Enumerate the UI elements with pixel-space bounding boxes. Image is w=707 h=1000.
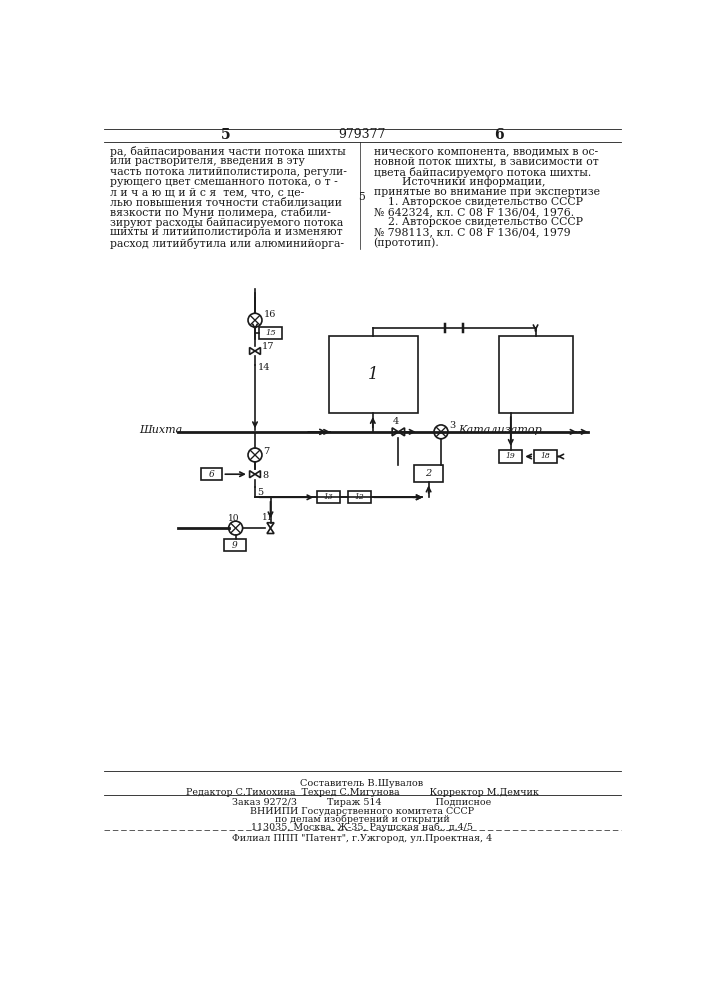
- Text: 6: 6: [494, 128, 504, 142]
- Text: нического компонента, вводимых в ос-: нического компонента, вводимых в ос-: [373, 146, 597, 156]
- Text: 11: 11: [262, 513, 274, 522]
- Text: 6: 6: [209, 470, 214, 479]
- Text: 8: 8: [262, 471, 268, 480]
- Text: или растворителя, введения в эту: или растворителя, введения в эту: [110, 156, 305, 166]
- Text: Шихта: Шихта: [139, 425, 182, 435]
- Text: 979377: 979377: [338, 128, 385, 141]
- Text: рующего цвет смешанного потока, о т -: рующего цвет смешанного потока, о т -: [110, 177, 338, 187]
- Bar: [317, 491, 340, 503]
- Text: Катализатор: Катализатор: [458, 425, 542, 435]
- Text: 3: 3: [450, 421, 456, 430]
- Text: 13: 13: [324, 493, 334, 501]
- Bar: [414, 465, 443, 482]
- Text: 2. Авторское свидетельство СССР: 2. Авторское свидетельство СССР: [373, 217, 583, 227]
- Text: вязкости по Муни полимера, стабили-: вязкости по Муни полимера, стабили-: [110, 207, 331, 218]
- Bar: [534, 450, 557, 463]
- Text: 5: 5: [257, 488, 264, 497]
- Text: 4: 4: [393, 417, 399, 426]
- Text: 113035, Москва, Ж-35, Раушская наб., д.4/5: 113035, Москва, Ж-35, Раушская наб., д.4…: [251, 822, 473, 832]
- Bar: [259, 327, 282, 339]
- Text: новной поток шихты, в зависимости от: новной поток шихты, в зависимости от: [373, 156, 598, 166]
- Text: Филиал ППП "Патент", г.Ужгород, ул.Проектная, 4: Филиал ППП "Патент", г.Ужгород, ул.Проек…: [232, 834, 492, 843]
- Text: 12: 12: [355, 493, 365, 501]
- Text: Составитель В.Шувалов: Составитель В.Шувалов: [300, 779, 423, 788]
- Text: зируют расходы байпасируемого потока: зируют расходы байпасируемого потока: [110, 217, 344, 228]
- Text: 16: 16: [264, 310, 276, 319]
- Text: 17: 17: [262, 342, 274, 351]
- Text: Источники информации,: Источники информации,: [373, 177, 545, 187]
- Text: 10: 10: [228, 514, 239, 523]
- Bar: [329, 336, 418, 413]
- Text: № 798113, кл. С 08 F 136/04, 1979: № 798113, кл. С 08 F 136/04, 1979: [373, 227, 571, 237]
- Text: принятые во внимание при экспертизе: принятые во внимание при экспертизе: [373, 187, 600, 197]
- Bar: [499, 450, 522, 463]
- Text: по делам изобретений и открытий: по делам изобретений и открытий: [274, 815, 450, 824]
- Bar: [348, 491, 371, 503]
- Bar: [499, 336, 573, 413]
- Text: 7: 7: [264, 447, 270, 456]
- Text: цвета байпасируемого потока шихты.: цвета байпасируемого потока шихты.: [373, 167, 591, 178]
- Text: часть потока литийполистирола, регули-: часть потока литийполистирола, регули-: [110, 167, 347, 177]
- Text: расход литийбутила или алюминийорга-: расход литийбутила или алюминийорга-: [110, 238, 344, 249]
- Text: (прототип).: (прототип).: [373, 238, 439, 248]
- Text: 14: 14: [257, 363, 270, 372]
- Text: 1. Авторское свидетельство СССР: 1. Авторское свидетельство СССР: [373, 197, 583, 207]
- Text: шихты и литийполистирола и изменяют: шихты и литийполистирола и изменяют: [110, 227, 343, 237]
- Text: 1: 1: [368, 366, 378, 383]
- Text: 19: 19: [506, 452, 515, 460]
- Bar: [201, 468, 223, 480]
- Text: лью повышения точности стабилизации: лью повышения точности стабилизации: [110, 197, 342, 208]
- Text: 15: 15: [265, 329, 276, 337]
- Text: 5: 5: [221, 128, 230, 142]
- Bar: [224, 539, 246, 551]
- Text: Редактор С.Тимохина  Техред С.Мигунова          Корректор М.Демчик: Редактор С.Тимохина Техред С.Мигунова Ко…: [185, 788, 539, 797]
- Text: 5: 5: [358, 192, 366, 202]
- Text: л и ч а ю щ и й с я  тем, что, с це-: л и ч а ю щ и й с я тем, что, с це-: [110, 187, 304, 197]
- Text: ВНИИПИ Государственного комитета СССР: ВНИИПИ Государственного комитета СССР: [250, 807, 474, 816]
- Text: 2: 2: [426, 469, 432, 478]
- Text: Заказ 9272/3          Тираж 514                  Подписное: Заказ 9272/3 Тираж 514 Подписное: [233, 798, 491, 807]
- Text: 18: 18: [541, 452, 551, 460]
- Text: 9: 9: [232, 541, 238, 550]
- Text: № 642324, кл. С 08 F 136/04, 1976.: № 642324, кл. С 08 F 136/04, 1976.: [373, 207, 573, 217]
- Text: ра, байпасирования части потока шихты: ра, байпасирования части потока шихты: [110, 146, 346, 157]
